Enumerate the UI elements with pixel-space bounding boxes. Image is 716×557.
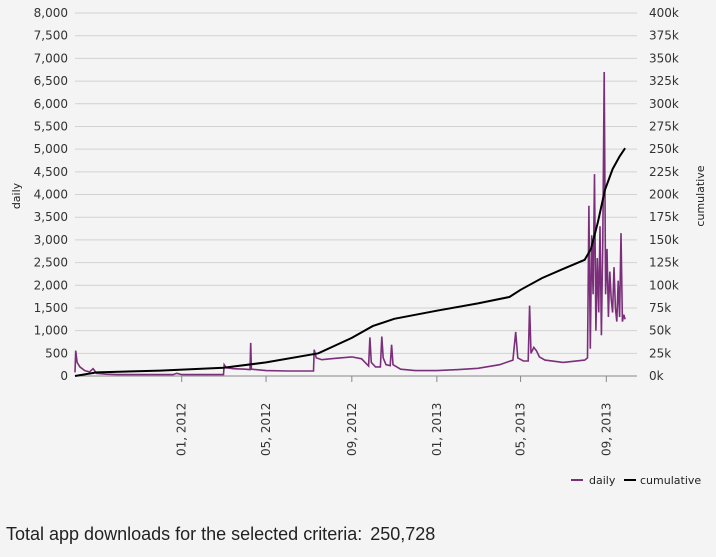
right-tick-label: 350k (649, 51, 679, 65)
right-tick-label: 400k (649, 6, 679, 20)
total-downloads-summary: Total app downloads for the selected cri… (6, 524, 435, 545)
left-tick-label: 500 (45, 346, 68, 360)
right-tick-label: 150k (649, 233, 679, 247)
x-tick-label: 05, 2013 (514, 403, 528, 456)
x-axis-ticks: 01, 2012 05, 2012 09, 2012 01, 2013 05, 2013… (175, 376, 613, 456)
gridlines (75, 12, 637, 354)
left-tick-label: 3,500 (34, 210, 68, 224)
left-tick-label: 0 (60, 369, 68, 383)
legend-cumulative-label: cumulative (640, 474, 701, 487)
right-tick-label: 225k (649, 165, 679, 179)
daily-series-line (74, 71, 626, 376)
right-axis-title: cumulative (694, 165, 707, 226)
left-axis-title: daily (10, 182, 23, 209)
right-tick-label: 375k (649, 29, 679, 43)
x-tick-label: 05, 2012 (259, 403, 273, 456)
left-tick-label: 7,000 (34, 51, 68, 65)
legend[interactable]: daily cumulative (571, 474, 701, 487)
right-tick-label: 100k (649, 278, 679, 292)
right-tick-label: 200k (649, 188, 679, 202)
left-tick-label: 1,000 (34, 324, 68, 338)
x-tick-label: 01, 2013 (430, 403, 444, 456)
left-tick-label: 6,000 (34, 97, 68, 111)
left-tick-label: 8,000 (34, 6, 68, 20)
right-tick-label: 300k (649, 97, 679, 111)
left-tick-label: 2,500 (34, 256, 68, 270)
right-tick-label: 250k (649, 142, 679, 156)
left-tick-label: 5,500 (34, 119, 68, 133)
right-tick-label: 25k (649, 346, 671, 360)
right-tick-label: 50k (649, 324, 671, 338)
right-tick-label: 0k (649, 369, 664, 383)
summary-value: 250,728 (370, 524, 436, 544)
cumulative-series-line (74, 147, 626, 377)
downloads-chart: 0 500 1,000 1,500 2,000 2,500 3,000 3,500 4,000 4… (10, 6, 707, 487)
left-tick-label: 6,500 (34, 74, 68, 88)
x-tick-label: 09, 2012 (345, 403, 359, 456)
left-tick-label: 3,000 (34, 233, 68, 247)
left-axis-ticks: 0 500 1,000 1,500 2,000 2,500 3,000 3,500 4,000 4… (34, 6, 68, 383)
summary-label: Total app downloads for the selected cri… (6, 524, 363, 544)
right-tick-label: 75k (649, 301, 671, 315)
x-tick-label: 09, 2013 (599, 403, 613, 456)
right-tick-label: 175k (649, 210, 679, 224)
right-tick-label: 275k (649, 119, 679, 133)
left-tick-label: 7,500 (34, 29, 68, 43)
x-tick-label: 01, 2012 (175, 403, 189, 456)
legend-daily-label: daily (589, 474, 616, 487)
right-tick-label: 325k (649, 74, 679, 88)
left-tick-label: 4,500 (34, 165, 68, 179)
right-axis-ticks: 0k 25k 50k 75k 100k 125k 150k 175k 200k 225k 250k 2… (649, 6, 679, 383)
left-tick-label: 1,500 (34, 301, 68, 315)
left-tick-label: 2,000 (34, 278, 68, 292)
right-tick-label: 125k (649, 256, 679, 270)
left-tick-label: 4,000 (34, 188, 68, 202)
left-tick-label: 5,000 (34, 142, 68, 156)
